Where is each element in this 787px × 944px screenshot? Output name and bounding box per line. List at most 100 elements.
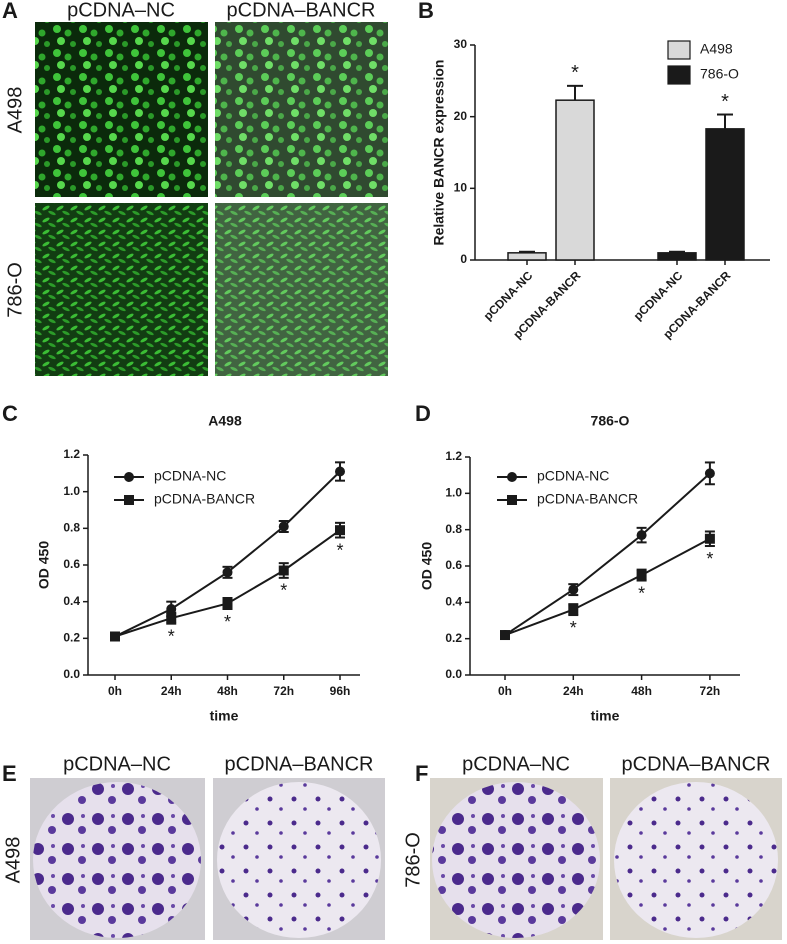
row-label: A498	[2, 837, 24, 884]
column-label: pCDNA–NC	[63, 753, 171, 775]
x-tick-label: 0h	[108, 684, 122, 698]
significance: *	[224, 612, 231, 632]
marker	[335, 466, 345, 477]
plate	[217, 782, 381, 938]
bar	[705, 128, 745, 261]
image	[35, 203, 208, 376]
x-tick-label: 48h	[631, 684, 652, 698]
marker	[568, 604, 579, 615]
marker	[166, 604, 177, 614]
marker	[124, 495, 134, 505]
x-tick-label: 72h	[273, 684, 294, 698]
y-axis-label: OD 450	[419, 542, 435, 590]
y-tick-label: 30	[454, 37, 468, 51]
y-tick-label: 0.8	[445, 522, 462, 536]
panel-a-images	[35, 22, 388, 376]
y-tick-label: 1.2	[63, 447, 80, 461]
chart-title: A498	[208, 413, 242, 429]
marker	[636, 530, 647, 541]
marker	[124, 472, 134, 482]
y-tick-label: 0.4	[63, 594, 80, 608]
panel-f-images	[430, 778, 782, 940]
marker	[507, 472, 517, 482]
x-axis-label: time	[210, 708, 239, 724]
row-label: 786-O	[4, 262, 26, 318]
significance: *	[336, 540, 343, 560]
legend-label: pCDNA-NC	[537, 468, 609, 484]
y-tick-label: 1.0	[445, 486, 462, 500]
legend-label: A498	[700, 41, 733, 57]
x-tick-label: 0h	[498, 684, 512, 698]
row-label: 786-O	[402, 832, 424, 888]
column-label: pCDNA–BANCR	[227, 0, 376, 21]
bar	[657, 252, 697, 261]
panel-label: B	[418, 0, 434, 23]
significance: *	[571, 62, 579, 84]
panel-e-images	[30, 778, 385, 940]
significance: *	[721, 91, 729, 113]
panel-label: F	[415, 761, 428, 786]
y-tick-label: 20	[454, 109, 468, 123]
significance: *	[638, 583, 645, 603]
y-axis-label: OD 450	[36, 541, 52, 589]
x-tick-label: 24h	[161, 684, 182, 698]
y-tick-label: 1.0	[63, 484, 80, 498]
image	[215, 203, 388, 376]
marker	[500, 630, 510, 641]
significance: *	[706, 549, 713, 569]
y-tick-label: 0.8	[63, 521, 80, 535]
plate	[614, 782, 778, 938]
legend-label: 786-O	[700, 66, 739, 82]
y-tick-label: 0	[460, 252, 467, 266]
row-label: A498	[4, 87, 26, 134]
legend-label: pCDNA-NC	[154, 468, 226, 484]
legend-label: pCDNA-BANCR	[154, 491, 255, 507]
marker	[278, 521, 289, 532]
column-label: pCDNA–BANCR	[225, 753, 374, 775]
panel-label: E	[2, 761, 17, 786]
bar	[507, 252, 547, 261]
marker	[222, 598, 233, 609]
y-tick-label: 10	[454, 181, 468, 195]
y-tick-label: 1.2	[445, 449, 462, 463]
y-tick-label: 0.0	[63, 667, 80, 681]
marker	[704, 533, 715, 544]
x-tick-label: 24h	[563, 684, 584, 698]
marker	[507, 495, 517, 505]
y-tick-label: 0.6	[63, 557, 80, 571]
marker	[636, 570, 647, 581]
image	[35, 22, 208, 197]
y-axis-label: Relative BANCR expression	[431, 60, 447, 246]
plate	[432, 782, 600, 938]
x-tick-label: 48h	[217, 684, 238, 698]
panel-label: A	[2, 0, 18, 23]
plate	[33, 782, 201, 938]
significance: *	[570, 618, 577, 638]
marker	[568, 584, 579, 595]
legend-label: pCDNA-BANCR	[537, 491, 638, 507]
series-line	[504, 537, 711, 636]
legend-swatch	[667, 65, 691, 85]
legend-swatch	[667, 40, 691, 60]
y-tick-label: 0.4	[445, 595, 462, 609]
marker	[335, 525, 345, 536]
significance: *	[168, 626, 175, 646]
bar	[555, 99, 595, 261]
y-tick-label: 0.2	[445, 631, 462, 645]
y-tick-label: 0.2	[63, 631, 80, 645]
panel-label: C	[2, 401, 18, 426]
marker	[278, 565, 289, 576]
x-tick-label: 96h	[330, 684, 351, 698]
column-label: pCDNA–NC	[462, 753, 570, 775]
x-tick-label: 72h	[700, 684, 721, 698]
marker	[166, 613, 177, 624]
marker	[222, 567, 233, 578]
image	[215, 22, 388, 197]
panel-label: D	[415, 401, 431, 426]
y-tick-label: 0.0	[445, 667, 462, 681]
y-tick-label: 0.6	[445, 558, 462, 572]
significance: *	[280, 581, 287, 601]
column-label: pCDNA–NC	[67, 0, 175, 21]
column-label: pCDNA–BANCR	[622, 753, 771, 775]
chart-title: 786-O	[591, 413, 630, 429]
